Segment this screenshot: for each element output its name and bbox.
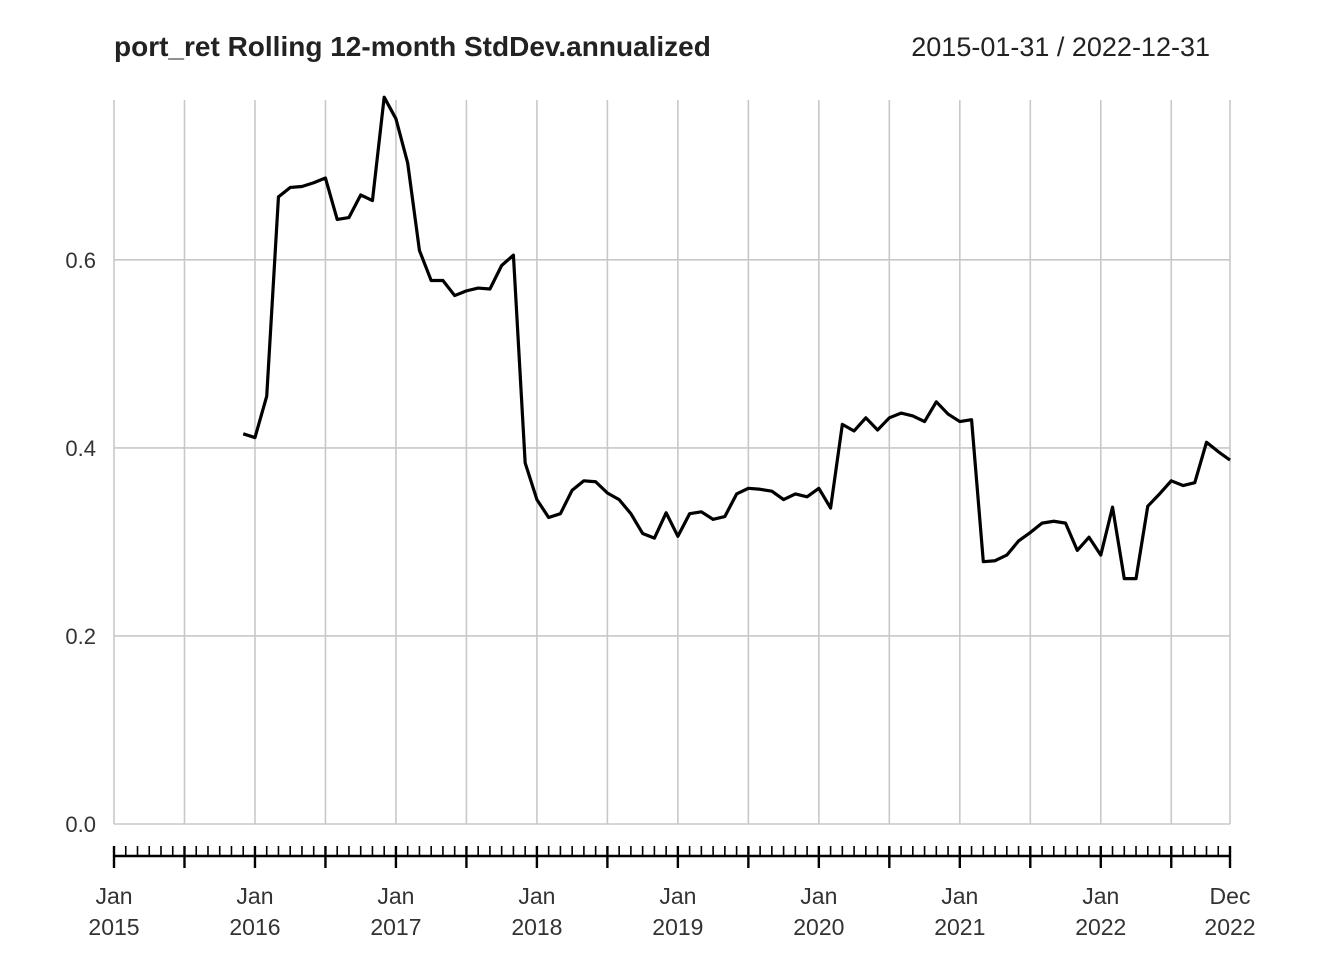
x-tick-label-year: 2016 — [229, 914, 280, 940]
series-line — [242, 95, 1231, 581]
x-tick-label-year: 2017 — [370, 914, 421, 940]
y-tick-label: 0.2 — [65, 624, 96, 649]
x-tick-label-year: 2020 — [793, 914, 844, 940]
x-tick-label-year: 2018 — [511, 914, 562, 940]
x-tick-label-month: Jan — [236, 883, 273, 909]
x-tick-label-month: Jan — [518, 883, 555, 909]
x-tick-label-month: Jan — [1082, 883, 1119, 909]
x-tick-label-year: 2022 — [1204, 914, 1255, 940]
x-tick-label-year: 2019 — [652, 914, 703, 940]
chart-date-range: 2015-01-31 / 2022-12-31 — [911, 32, 1210, 62]
x-tick-label-year: 2022 — [1075, 914, 1126, 940]
x-tick-label-month: Dec — [1210, 883, 1251, 909]
y-tick-label: 0.0 — [65, 812, 96, 837]
x-axis: Jan 2015 Jan 2016 Jan 2017 Jan 2018 Jan 2019 Jan 20… — [88, 846, 1256, 940]
series-layer — [242, 95, 1231, 581]
grid — [113, 100, 1231, 825]
x-tick-label-month: Jan — [95, 883, 132, 909]
x-tick-label-year: 2021 — [934, 914, 985, 940]
y-tick-label: 0.4 — [65, 436, 96, 461]
chart-title: port_ret Rolling 12-month StdDev.annuali… — [114, 31, 711, 62]
x-tick-label-month: Jan — [941, 883, 978, 909]
y-axis: 0.0 0.2 0.4 0.6 — [65, 248, 96, 837]
x-tick-label-month: Jan — [800, 883, 837, 909]
x-tick-label-month: Jan — [659, 883, 696, 909]
y-tick-label: 0.6 — [65, 248, 96, 273]
x-tick-label-year: 2015 — [88, 914, 139, 940]
x-tick-label-month: Jan — [377, 883, 414, 909]
